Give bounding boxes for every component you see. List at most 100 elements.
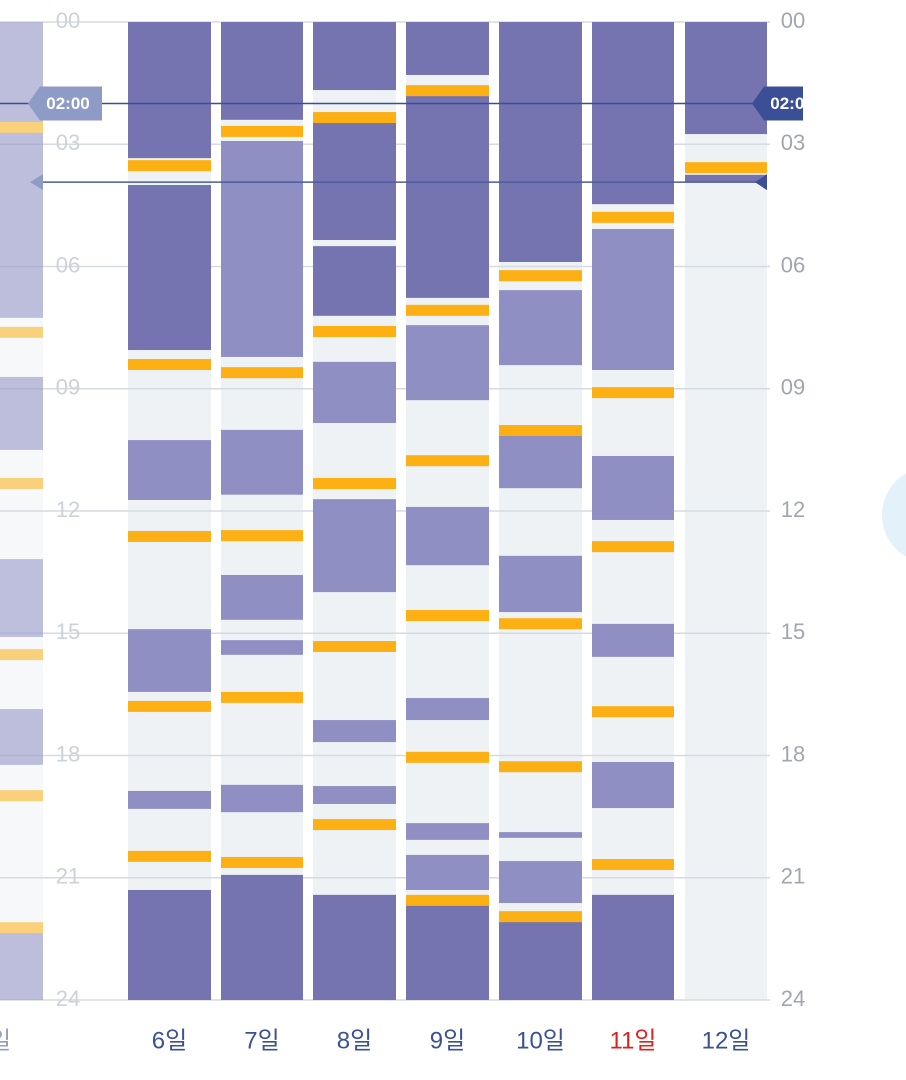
- time-label: 21: [781, 864, 805, 889]
- day-blocks: 일: [0, 22, 43, 1054]
- feed-mark: [499, 911, 582, 923]
- feed-mark: [406, 610, 489, 622]
- feed-mark: [221, 691, 303, 703]
- day-blocks: 6일: [128, 22, 211, 1054]
- feed-mark: [592, 859, 674, 871]
- day-blocks: 7일: [221, 22, 303, 1054]
- sleep-block: [592, 762, 674, 809]
- time-label: 15: [56, 619, 80, 644]
- sleep-block: [128, 629, 211, 692]
- time-label: 00: [781, 8, 805, 33]
- sleep-block: [313, 22, 396, 91]
- feed-mark: [499, 618, 582, 630]
- feed-mark: [313, 640, 396, 652]
- time-label: 24: [56, 986, 80, 1011]
- time-tag-label: 02:00: [770, 94, 813, 113]
- feed-mark: [313, 112, 396, 124]
- feed-mark: [406, 85, 489, 97]
- sleep-block: [592, 623, 674, 657]
- sleep-block: [0, 22, 43, 318]
- sleep-block: [499, 861, 582, 904]
- sleep-block: [313, 246, 396, 316]
- feed-mark: [406, 455, 489, 467]
- sleep-block: [406, 506, 489, 566]
- sleep-block: [406, 905, 489, 1000]
- feed-mark: [406, 894, 489, 906]
- day-blocks: 12일: [685, 22, 767, 1054]
- sleep-block: [406, 90, 489, 298]
- feed-mark: [0, 922, 43, 934]
- feed-mark: [221, 125, 303, 137]
- time-label: 12: [781, 497, 805, 522]
- sleep-block: [406, 854, 489, 890]
- now-pointer: [30, 174, 43, 191]
- day-label: 일: [0, 1027, 11, 1054]
- sleep-block: [592, 22, 674, 205]
- sleep-block: [592, 894, 674, 1000]
- feed-mark: [0, 790, 43, 802]
- sleep-block: [499, 918, 582, 1000]
- feed-mark: [0, 477, 43, 489]
- feed-mark: [592, 706, 674, 718]
- sleep-block: [221, 874, 303, 1000]
- sleep-block: [499, 22, 582, 263]
- sleep-block: [0, 709, 43, 765]
- sleep-block: [313, 720, 396, 743]
- feed-mark: [128, 160, 211, 172]
- sleep-block: [592, 455, 674, 520]
- sleep-block: [221, 22, 303, 120]
- time-tag: [28, 86, 102, 121]
- sleep-block: [499, 290, 582, 366]
- sleep-block: [685, 22, 767, 135]
- sleep-block: [499, 832, 582, 838]
- time-tag: [752, 86, 803, 121]
- sleep-block: [499, 555, 582, 613]
- sleep-block: [128, 440, 211, 500]
- time-label: 15: [781, 619, 805, 644]
- day-blocks: 9일: [406, 22, 489, 1054]
- feed-mark: [406, 751, 489, 763]
- sleep-block: [221, 429, 303, 495]
- day-label: 10일: [516, 1027, 565, 1054]
- day-blocks: 8일: [313, 22, 396, 1054]
- time-label: 24: [781, 986, 805, 1011]
- sleep-block: [0, 929, 43, 1000]
- scroll-button[interactable]: [882, 467, 906, 563]
- sleep-block: [313, 894, 396, 1000]
- feed-mark: [592, 211, 674, 223]
- feed-mark: [313, 819, 396, 831]
- time-label: 00: [56, 8, 80, 33]
- sleep-block: [221, 784, 303, 813]
- time-label: 09: [56, 375, 80, 400]
- sleep-block: [313, 786, 396, 804]
- feed-mark: [685, 162, 767, 174]
- sleep-block: [128, 889, 211, 1000]
- sleep-block: [313, 361, 396, 423]
- feed-mark: [128, 359, 211, 371]
- sleep-block: [406, 698, 489, 721]
- feed-mark: [221, 530, 303, 542]
- feed-mark: [128, 700, 211, 712]
- sleep-block: [313, 499, 396, 593]
- sleep-block: [128, 22, 211, 159]
- time-label: 21: [56, 864, 80, 889]
- time-label: 06: [781, 252, 805, 277]
- feed-mark: [406, 304, 489, 316]
- sleep-block: [406, 823, 489, 840]
- time-tag-label: 02:00: [46, 94, 89, 113]
- feed-mark: [313, 477, 396, 489]
- sleep-block: [0, 559, 43, 637]
- day-label: 12일: [702, 1027, 751, 1054]
- feed-mark: [592, 541, 674, 553]
- feed-mark: [499, 761, 582, 773]
- time-label: 03: [781, 130, 805, 155]
- feed-mark: [128, 530, 211, 542]
- time-label: 18: [781, 741, 805, 766]
- time-label: 03: [56, 130, 80, 155]
- sleep-block: [128, 185, 211, 351]
- day-label: 7일: [244, 1027, 279, 1054]
- day-label: 11일: [610, 1027, 657, 1054]
- sleep-block: [128, 790, 211, 809]
